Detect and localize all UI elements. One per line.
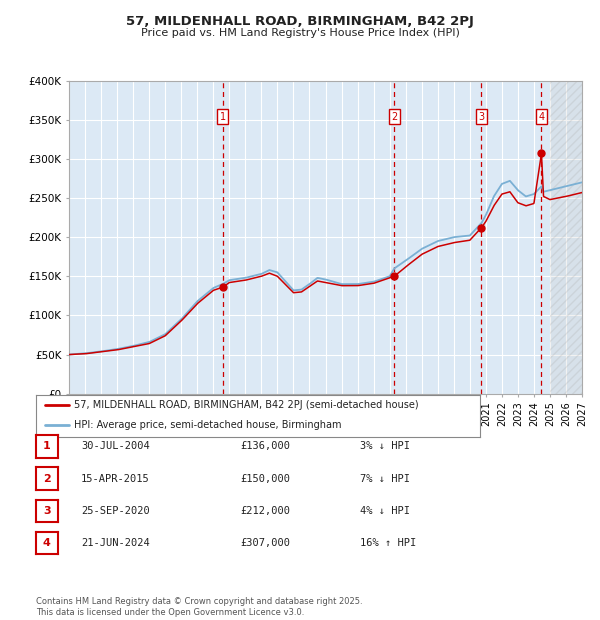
Text: 1: 1 bbox=[220, 112, 226, 122]
Text: HPI: Average price, semi-detached house, Birmingham: HPI: Average price, semi-detached house,… bbox=[74, 420, 341, 430]
Text: 7% ↓ HPI: 7% ↓ HPI bbox=[360, 474, 410, 484]
Text: 21-JUN-2024: 21-JUN-2024 bbox=[81, 538, 150, 548]
Text: 4: 4 bbox=[538, 112, 545, 122]
Text: Price paid vs. HM Land Registry's House Price Index (HPI): Price paid vs. HM Land Registry's House … bbox=[140, 28, 460, 38]
Text: 4: 4 bbox=[43, 538, 51, 548]
Text: 3% ↓ HPI: 3% ↓ HPI bbox=[360, 441, 410, 451]
Text: 57, MILDENHALL ROAD, BIRMINGHAM, B42 2PJ: 57, MILDENHALL ROAD, BIRMINGHAM, B42 2PJ bbox=[126, 16, 474, 29]
Text: 3: 3 bbox=[478, 112, 485, 122]
Text: 3: 3 bbox=[43, 506, 50, 516]
Text: 2: 2 bbox=[43, 474, 50, 484]
Text: 1: 1 bbox=[43, 441, 50, 451]
Text: 16% ↑ HPI: 16% ↑ HPI bbox=[360, 538, 416, 548]
Text: 30-JUL-2004: 30-JUL-2004 bbox=[81, 441, 150, 451]
Text: 25-SEP-2020: 25-SEP-2020 bbox=[81, 506, 150, 516]
Text: £212,000: £212,000 bbox=[240, 506, 290, 516]
Text: 15-APR-2015: 15-APR-2015 bbox=[81, 474, 150, 484]
Bar bbox=[550, 81, 582, 394]
Text: £136,000: £136,000 bbox=[240, 441, 290, 451]
Text: £307,000: £307,000 bbox=[240, 538, 290, 548]
Text: £150,000: £150,000 bbox=[240, 474, 290, 484]
Text: 57, MILDENHALL ROAD, BIRMINGHAM, B42 2PJ (semi-detached house): 57, MILDENHALL ROAD, BIRMINGHAM, B42 2PJ… bbox=[74, 401, 418, 410]
Text: 2: 2 bbox=[391, 112, 397, 122]
Text: 4% ↓ HPI: 4% ↓ HPI bbox=[360, 506, 410, 516]
Text: Contains HM Land Registry data © Crown copyright and database right 2025.
This d: Contains HM Land Registry data © Crown c… bbox=[36, 598, 362, 617]
